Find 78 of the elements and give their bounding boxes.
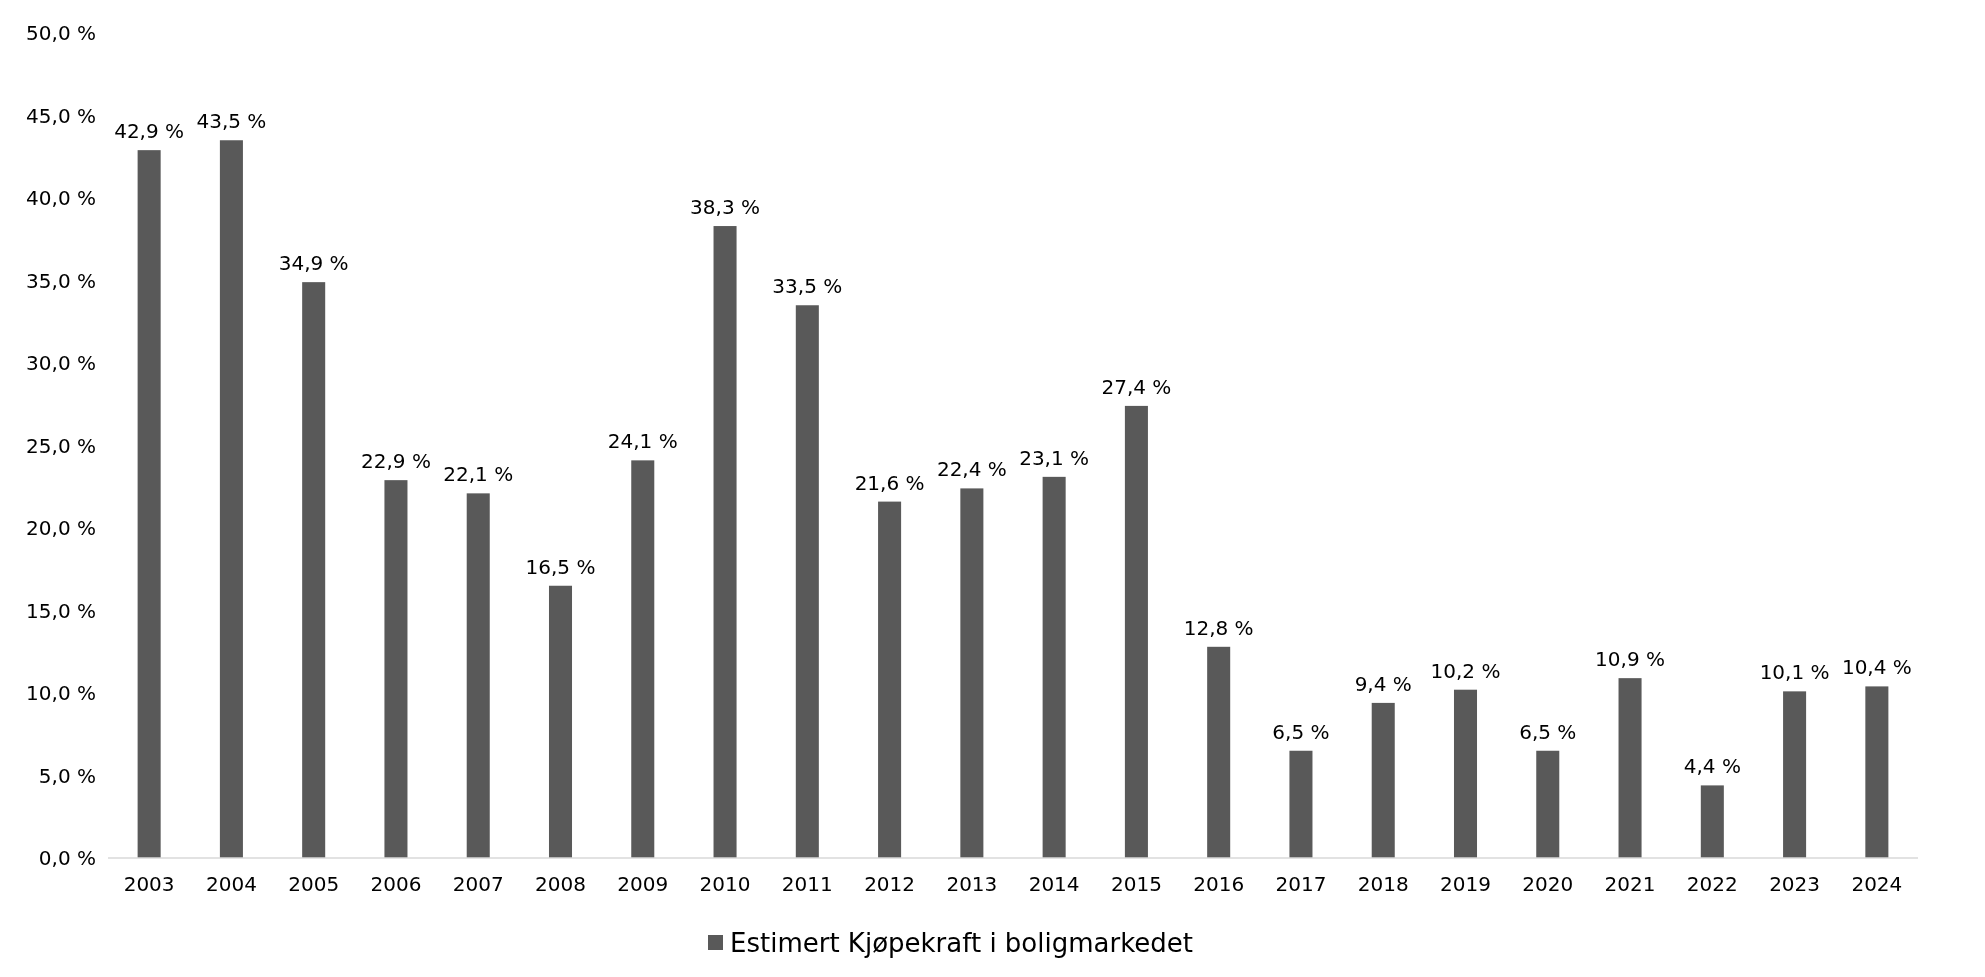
x-tick-label: 2010 [699, 872, 751, 896]
data-label: 33,5 % [772, 274, 843, 299]
bar [960, 488, 984, 858]
y-tick-label: 45,0 % [26, 103, 96, 128]
y-tick-label: 20,0 % [26, 516, 96, 540]
x-tick-label: 2005 [288, 872, 340, 896]
x-tick-label: 2019 [1440, 872, 1491, 896]
bar [384, 480, 408, 858]
bar [1783, 691, 1807, 858]
data-label: 22,9 % [361, 449, 431, 474]
x-tick-label: 2004 [205, 872, 257, 896]
x-tick-label: 2014 [1028, 872, 1080, 896]
x-tick-label: 2009 [617, 872, 669, 896]
bar [466, 493, 490, 858]
data-label: 6,5 % [1519, 719, 1577, 744]
data-label: 9,4 % [1354, 671, 1412, 696]
bar [1042, 476, 1066, 858]
x-tick-label: 2016 [1193, 872, 1245, 896]
bar [1124, 405, 1148, 858]
bar [548, 585, 573, 858]
x-tick-label: 2021 [1604, 872, 1656, 896]
data-label: 10,1 % [1759, 660, 1830, 685]
x-tick-label: 2023 [1769, 872, 1821, 896]
x-tick-label: 2013 [946, 872, 998, 896]
data-label: 10,4 % [1841, 655, 1912, 680]
bar [1536, 750, 1560, 858]
y-tick-label: 5,0 % [38, 763, 96, 788]
y-tick-label: 35,0 % [26, 268, 96, 293]
data-label: 12,8 % [1183, 615, 1254, 640]
bar [302, 282, 326, 858]
bar [1700, 785, 1724, 858]
y-tick-label: 10,0 % [26, 681, 96, 705]
bar [137, 150, 161, 858]
data-label: 10,9 % [1595, 647, 1665, 672]
bar [1289, 750, 1313, 858]
data-label: 43,5 % [196, 109, 267, 134]
data-label: 38,3 % [690, 195, 760, 220]
data-label: 16,5 % [525, 554, 596, 579]
x-tick-label: 2015 [1110, 872, 1162, 896]
y-tick-label: 15,0 % [26, 598, 96, 623]
data-label: 10,2 % [1430, 658, 1501, 683]
x-tick-label: 2003 [123, 872, 175, 896]
data-label: 27,4 % [1101, 374, 1172, 399]
y-tick-label: 40,0 % [26, 186, 96, 210]
bar [713, 226, 737, 858]
bar [1865, 686, 1889, 858]
x-tick-label: 2022 [1686, 872, 1738, 896]
y-tick-label: 30,0 % [26, 351, 96, 375]
data-label: 4,4 % [1683, 754, 1741, 779]
x-tick-label: 2017 [1275, 872, 1327, 896]
bar [1453, 689, 1478, 858]
y-tick-label: 50,0 % [26, 21, 96, 45]
data-label: 22,4 % [936, 457, 1007, 482]
y-tick-label: 25,0 % [26, 433, 96, 458]
data-label: 21,6 % [854, 470, 925, 495]
x-tick-label: 2012 [864, 872, 916, 896]
bar [1207, 646, 1231, 858]
bar [1371, 702, 1395, 858]
bar [1618, 678, 1642, 858]
data-label: 23,1 % [1019, 445, 1090, 470]
x-tick-label: 2007 [452, 872, 504, 896]
data-label: 24,1 % [607, 429, 678, 454]
data-label: 22,1 % [443, 462, 514, 487]
x-tick-label: 2008 [535, 872, 586, 896]
x-tick-label: 2018 [1357, 872, 1409, 896]
x-tick-label: 2020 [1522, 872, 1574, 896]
bar [878, 501, 902, 858]
x-tick-label: 2006 [370, 872, 422, 896]
data-label: 6,5 % [1272, 719, 1330, 744]
data-label: 42,9 % [114, 119, 185, 144]
x-tick-label: 2024 [1851, 872, 1903, 896]
bar [219, 140, 243, 858]
legend-label: Estimert Kjøpekraft i boligmarkedet [730, 928, 1193, 959]
data-label: 34,9 % [278, 251, 349, 276]
x-tick-label: 2011 [781, 872, 833, 896]
y-tick-label: 0,0 % [38, 846, 96, 870]
bar [795, 305, 819, 858]
bar [631, 460, 655, 858]
